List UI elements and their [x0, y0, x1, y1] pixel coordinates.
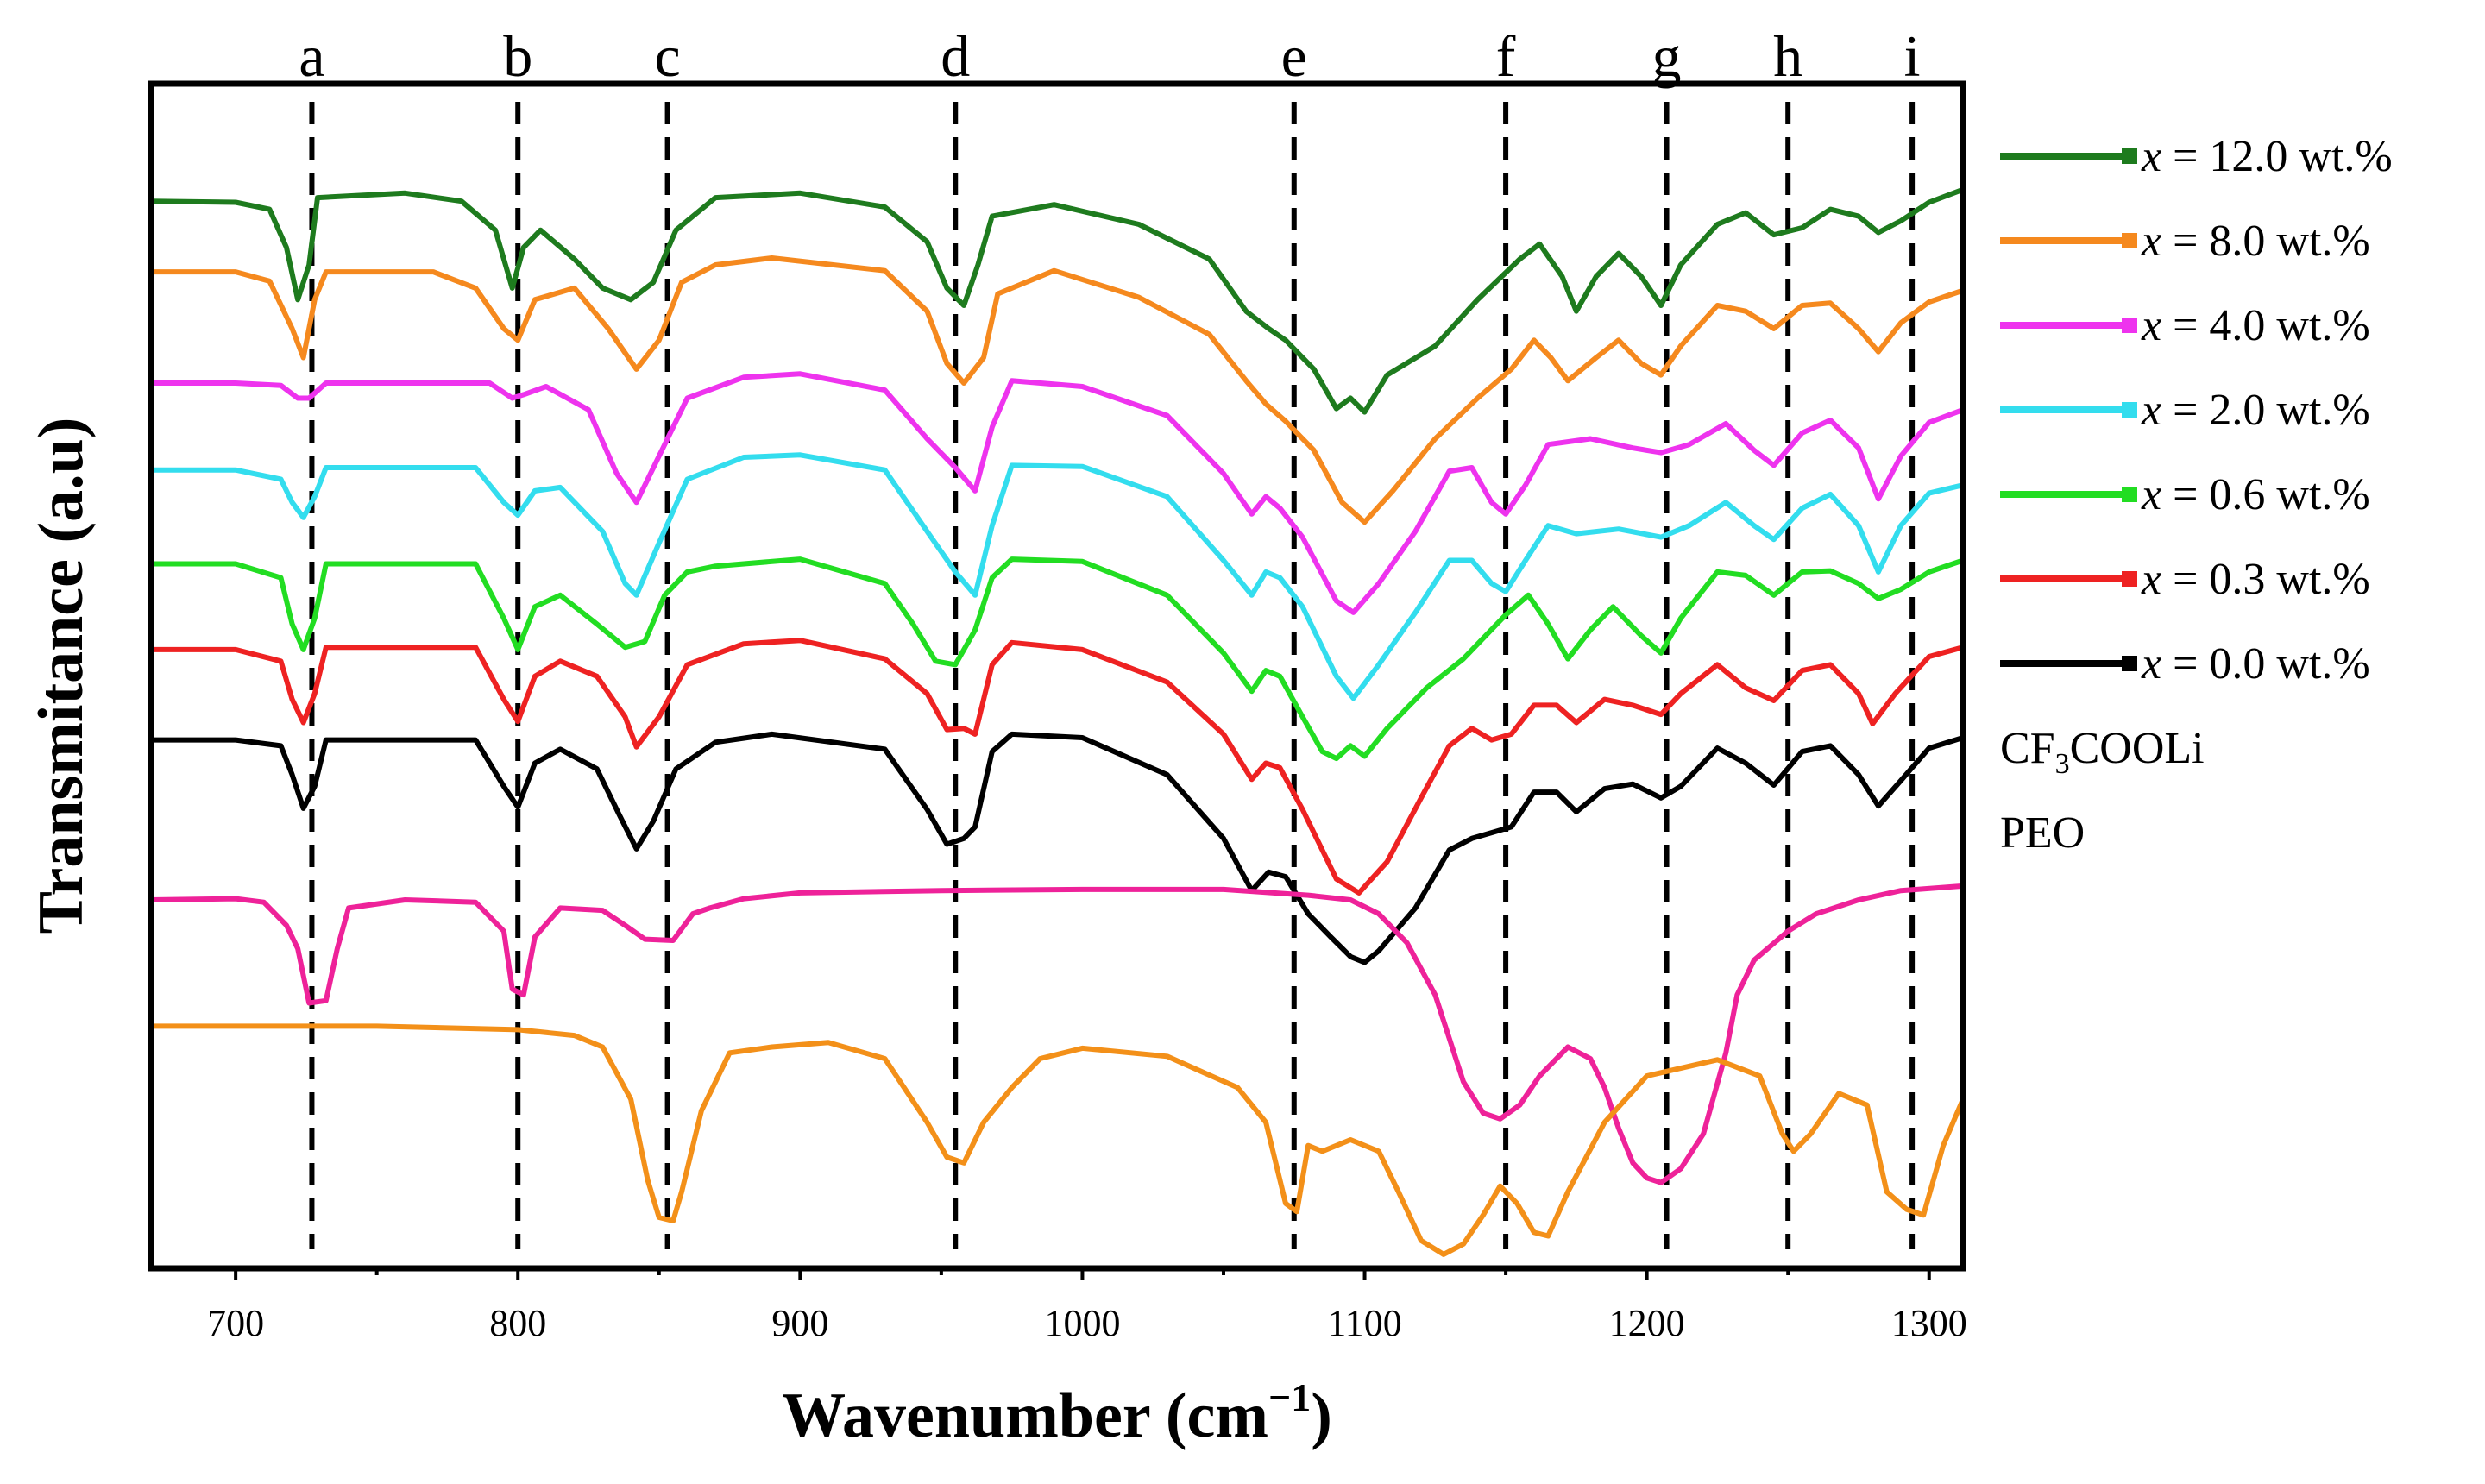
peak-label-h: h [1773, 23, 1802, 89]
x-tick-label: 1200 [1609, 1302, 1685, 1344]
legend-marker-4 [2122, 487, 2137, 502]
legend-label-6: x = 0.0 wt.% [2141, 639, 2370, 689]
legend-marker-1 [2122, 233, 2137, 248]
legend-marker-2 [2122, 318, 2137, 333]
peak-label-i: i [1904, 23, 1921, 89]
x-tick-label: 1000 [1044, 1302, 1120, 1344]
reference-lines: a b c d e f g h i [299, 23, 1921, 1249]
legend-marker-0 [2122, 148, 2137, 164]
legend-marker-6 [2122, 656, 2137, 671]
series-line-0 [148, 186, 1966, 415]
legend: x = 12.0 wt.% x = 8.0 wt.% x = 4.0 wt.% x =… [2000, 132, 2393, 858]
series-line-1 [148, 255, 1966, 525]
peak-label-g: g [1652, 23, 1682, 89]
x-tick-label: 900 [771, 1302, 828, 1344]
peak-label-a: a [299, 23, 324, 89]
series-line-8 [148, 1023, 1966, 1257]
x-tick-label: 1100 [1327, 1302, 1401, 1344]
legend-label-0: x = 12.0 wt.% [2141, 132, 2393, 181]
series-layer [148, 186, 1966, 1257]
peak-label-e: e [1281, 23, 1307, 89]
legend-label-2: x = 4.0 wt.% [2141, 301, 2370, 350]
x-axis-title: Wavenumber (cm−1) [782, 1375, 1332, 1451]
peak-label-f: f [1496, 23, 1516, 89]
legend-label-8: PEO [2000, 808, 2085, 858]
peak-label-b: b [503, 23, 532, 89]
legend-label-7: CF3COOLi [2000, 724, 2205, 780]
legend-label-4: x = 0.6 wt.% [2141, 470, 2370, 519]
legend-label-5: x = 0.3 wt.% [2141, 555, 2370, 604]
plot-frame [148, 80, 1966, 1272]
legend-marker-5 [2122, 571, 2137, 587]
peak-label-c: c [655, 23, 681, 89]
x-axis-ticks: 700 800 900 1000 1100 1200 1300 [207, 1268, 1967, 1344]
series-line-5 [148, 638, 1966, 896]
legend-label-3: x = 2.0 wt.% [2141, 386, 2370, 435]
x-tick-label: 1300 [1891, 1302, 1967, 1344]
series-line-4 [148, 556, 1966, 762]
legend-label-1: x = 8.0 wt.% [2141, 217, 2370, 266]
legend-marker-3 [2122, 402, 2137, 418]
x-tick-label: 800 [489, 1302, 546, 1344]
series-line-7 [148, 883, 1966, 1185]
peak-label-d: d [941, 23, 970, 89]
x-tick-label: 700 [207, 1302, 264, 1344]
series-line-3 [148, 452, 1966, 701]
series-line-2 [148, 371, 1966, 615]
y-axis-title: Transmitance (a.u) [26, 418, 97, 934]
